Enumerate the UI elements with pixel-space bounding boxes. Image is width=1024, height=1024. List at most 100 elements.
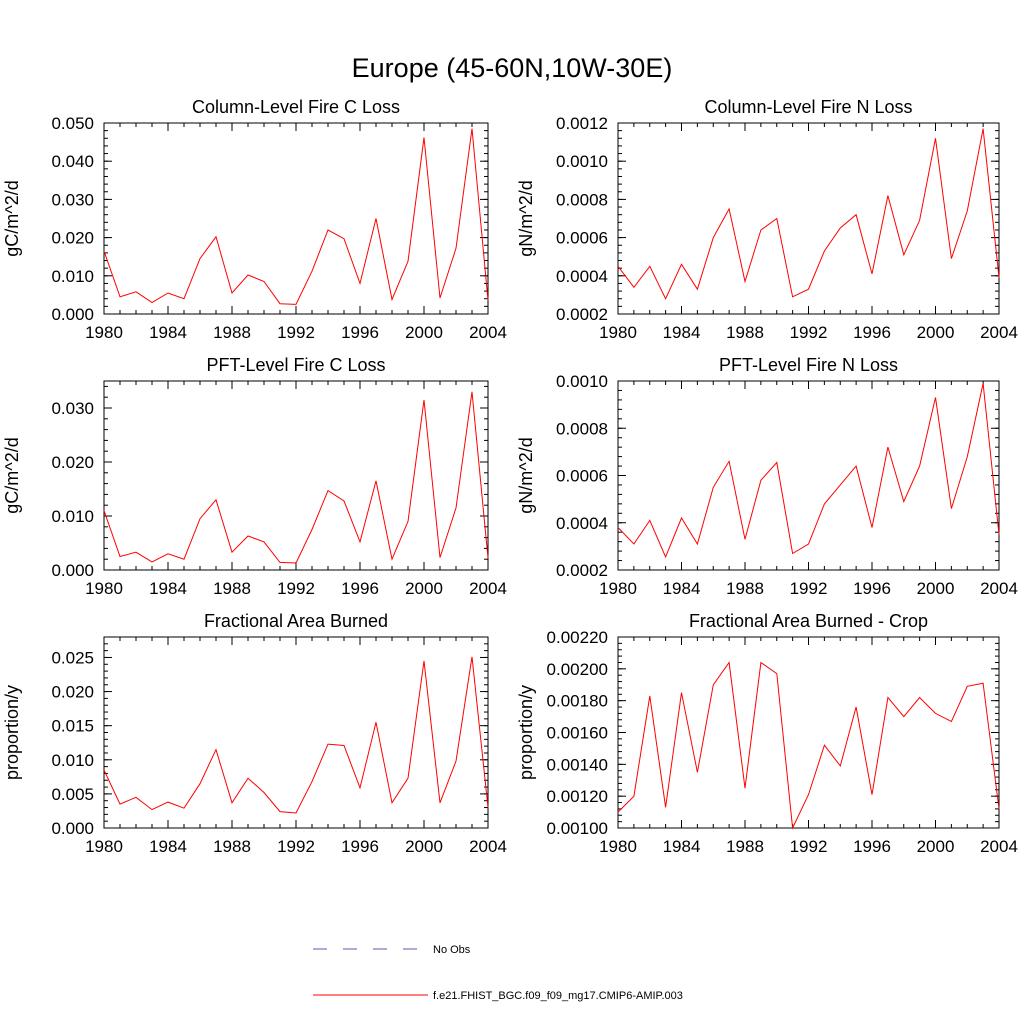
x-tick-label: 1996 xyxy=(341,579,379,598)
chart-panel: 1980 1984 1988 1992 1996 2000 2004 0.000 0.010 0.… xyxy=(2,355,507,598)
y-tick-label: 0.020 xyxy=(51,453,94,472)
legend: No Obs f.e21.FHIST_BGC.f09_f09_mg17.CMIP… xyxy=(313,944,683,1002)
panel-title: Column-Level Fire C Loss xyxy=(192,97,400,117)
panels: 1980 1984 1988 1992 1996 2000 2004 0.000 0.010 0.… xyxy=(2,97,1018,856)
plot-frame xyxy=(103,636,489,829)
legend-model-label: f.e21.FHIST_BGC.f09_f09_mg17.CMIP6-AMIP.… xyxy=(433,990,683,1002)
y-tick-label: 0.010 xyxy=(51,267,94,286)
panel-title: Fractional Area Burned xyxy=(204,611,388,631)
y-tick-label: 0.00200 xyxy=(547,660,608,679)
y-tick-label: 0.00220 xyxy=(547,628,608,647)
y-axis-label: gN/m^2/d xyxy=(516,180,536,256)
x-tick-label: 1988 xyxy=(726,837,764,856)
y-axis-label: proportion/y xyxy=(2,685,22,780)
panel-title: PFT-Level Fire N Loss xyxy=(719,355,898,375)
y-tick-label: 0.000 xyxy=(51,561,94,580)
x-tick-label: 2004 xyxy=(980,837,1018,856)
x-tick-label: 2004 xyxy=(980,579,1018,598)
x-tick-label: 1992 xyxy=(277,323,315,342)
panel-title: Fractional Area Burned - Crop xyxy=(689,611,928,631)
x-tick-label: 1988 xyxy=(213,579,251,598)
x-tick-label: 1996 xyxy=(853,837,891,856)
y-tick-label: 0.010 xyxy=(51,507,94,526)
y-tick-label: 0.0004 xyxy=(556,514,608,533)
x-tick-label: 1984 xyxy=(663,323,701,342)
y-axis-label: gC/m^2/d xyxy=(2,180,22,256)
x-tick-label: 2004 xyxy=(469,323,507,342)
x-tick-label: 2000 xyxy=(405,323,443,342)
y-tick-label: 0.000 xyxy=(51,819,94,838)
y-tick-label: 0.00140 xyxy=(547,755,608,774)
figure-title: Europe (45-60N,10W-30E) xyxy=(352,53,673,83)
x-tick-label: 1992 xyxy=(277,837,315,856)
x-tick-label: 2004 xyxy=(469,579,507,598)
x-tick-label: 2000 xyxy=(917,323,955,342)
x-tick-label: 1984 xyxy=(149,579,187,598)
plot-frame xyxy=(103,380,489,571)
y-tick-label: 0.005 xyxy=(51,785,94,804)
y-tick-label: 0.00180 xyxy=(547,692,608,711)
y-tick-label: 0.0006 xyxy=(556,229,608,248)
x-tick-label: 1980 xyxy=(85,579,123,598)
panel-title: Column-Level Fire N Loss xyxy=(704,97,912,117)
x-tick-label: 1992 xyxy=(277,579,315,598)
x-tick-label: 2000 xyxy=(917,837,955,856)
x-tick-label: 1988 xyxy=(726,323,764,342)
y-tick-label: 0.00120 xyxy=(547,787,608,806)
y-tick-label: 0.00160 xyxy=(547,724,608,743)
y-tick-label: 0.020 xyxy=(51,683,94,702)
x-tick-label: 1984 xyxy=(663,579,701,598)
x-tick-label: 2000 xyxy=(405,837,443,856)
chart-panel: 1980 1984 1988 1992 1996 2000 2004 0.0002 0.0004… xyxy=(516,97,1018,342)
legend-obs-label: No Obs xyxy=(433,944,471,956)
y-tick-label: 0.020 xyxy=(51,229,94,248)
y-tick-label: 0.00100 xyxy=(547,819,608,838)
series-line xyxy=(103,391,489,564)
x-tick-label: 2004 xyxy=(469,837,507,856)
x-tick-label: 1980 xyxy=(85,323,123,342)
chart-panel: 1980 1984 1988 1992 1996 2000 2004 0.000 0.005 0.… xyxy=(2,611,507,856)
y-tick-label: 0.000 xyxy=(51,305,94,324)
y-axis-label: gN/m^2/d xyxy=(516,437,536,513)
plot-frame xyxy=(617,380,1000,571)
y-tick-label: 0.0010 xyxy=(556,372,608,391)
y-tick-label: 0.040 xyxy=(51,152,94,171)
plot-frame xyxy=(617,122,1000,315)
x-tick-label: 2004 xyxy=(980,323,1018,342)
y-tick-label: 0.010 xyxy=(51,751,94,770)
x-tick-label: 1984 xyxy=(663,837,701,856)
x-tick-label: 1988 xyxy=(726,579,764,598)
x-tick-label: 1980 xyxy=(85,837,123,856)
y-tick-label: 0.0012 xyxy=(556,114,608,133)
x-tick-label: 1996 xyxy=(853,579,891,598)
x-tick-label: 1992 xyxy=(790,837,828,856)
y-tick-label: 0.0004 xyxy=(556,267,608,286)
plot-frame xyxy=(617,636,1000,829)
y-tick-label: 0.050 xyxy=(51,114,94,133)
x-tick-label: 1992 xyxy=(790,323,828,342)
x-tick-label: 1992 xyxy=(790,579,828,598)
y-tick-label: 0.0008 xyxy=(556,190,608,209)
y-tick-label: 0.030 xyxy=(51,190,94,209)
x-tick-label: 1980 xyxy=(599,323,637,342)
chart-panel: 1980 1984 1988 1992 1996 2000 2004 0.000 0.010 0.… xyxy=(2,97,507,342)
series-line xyxy=(617,383,1000,559)
x-tick-label: 1984 xyxy=(149,323,187,342)
x-tick-label: 1996 xyxy=(341,323,379,342)
y-tick-label: 0.0002 xyxy=(556,561,608,580)
y-axis-label: gC/m^2/d xyxy=(2,437,22,513)
y-tick-label: 0.0008 xyxy=(556,419,608,438)
chart-panel: 1980 1984 1988 1992 1996 2000 2004 0.00100 0.001… xyxy=(516,611,1018,856)
x-tick-label: 1980 xyxy=(599,837,637,856)
plot-frame xyxy=(103,122,489,315)
series-line xyxy=(103,656,489,814)
y-tick-label: 0.030 xyxy=(51,399,94,418)
y-tick-label: 0.0006 xyxy=(556,467,608,486)
x-tick-label: 1980 xyxy=(599,579,637,598)
panel-title: PFT-Level Fire C Loss xyxy=(206,355,385,375)
series-line xyxy=(617,661,1000,830)
x-tick-label: 2000 xyxy=(917,579,955,598)
chart-panel: 1980 1984 1988 1992 1996 2000 2004 0.0002 0.0004… xyxy=(516,355,1018,598)
y-tick-label: 0.0002 xyxy=(556,305,608,324)
x-tick-label: 1988 xyxy=(213,323,251,342)
